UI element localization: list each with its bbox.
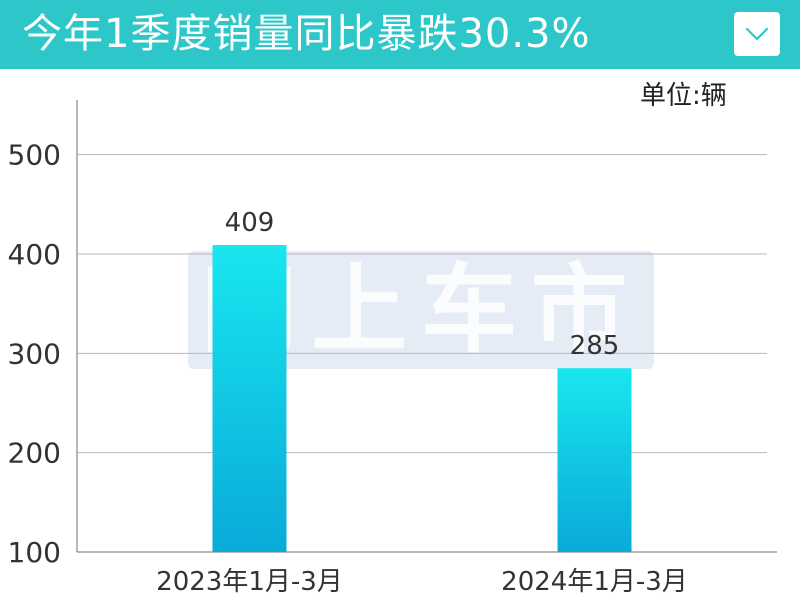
y-tick-label: 300 [8,337,61,370]
data-label: 285 [570,331,620,361]
x-tick-label: 2024年1月-3月 [501,567,688,597]
y-tick-label: 400 [8,238,61,271]
header-bar: 今年1季度销量同比暴跌30.3% [0,0,800,69]
y-tick-label: 200 [8,437,61,470]
bar [212,245,287,553]
unit-label: 单位:辆 [640,81,727,111]
chevron-down-icon [745,27,769,41]
x-tick-label: 2023年1月-3月 [156,567,343,597]
dropdown-button[interactable] [734,12,780,56]
data-label: 409 [225,208,275,238]
bar [557,368,632,552]
y-tick-label: 100 [8,536,61,569]
chart-title: 今年1季度销量同比暴跌30.3% [22,11,591,57]
y-tick-label: 500 [8,139,61,172]
